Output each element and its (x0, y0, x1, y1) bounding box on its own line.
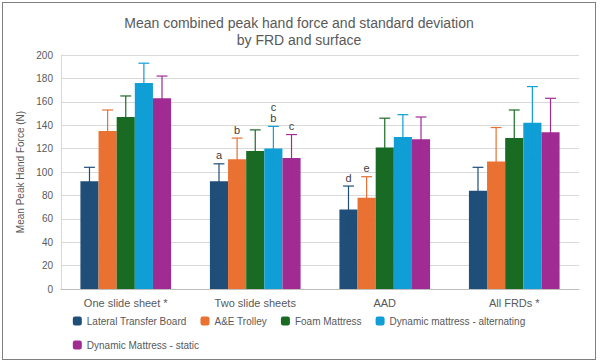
svg-text:Mean Peak Hand Force (N): Mean Peak Hand Force (N) (15, 111, 26, 233)
svg-text:c: c (289, 120, 295, 132)
svg-text:Mean combined peak hand force: Mean combined peak hand force and standa… (124, 15, 473, 31)
svg-text:One slide sheet *: One slide sheet * (84, 297, 168, 309)
svg-text:Two slide sheets: Two slide sheets (215, 297, 297, 309)
svg-text:a: a (216, 149, 223, 161)
svg-text:100: 100 (36, 167, 53, 178)
svg-text:e: e (364, 162, 370, 174)
svg-text:180: 180 (36, 73, 53, 84)
svg-text:by FRD and surface: by FRD and surface (237, 32, 362, 48)
svg-text:b: b (270, 112, 276, 124)
svg-text:AAD: AAD (373, 297, 396, 309)
svg-text:160: 160 (36, 96, 53, 107)
svg-text:40: 40 (42, 237, 54, 248)
svg-text:200: 200 (36, 50, 53, 61)
svg-text:Dynamic mattress - alternating: Dynamic mattress - alternating (390, 316, 526, 327)
svg-text:All FRDs *: All FRDs * (489, 297, 540, 309)
svg-text:c: c (271, 101, 277, 113)
svg-text:Lateral Transfer Board: Lateral Transfer Board (87, 316, 186, 327)
svg-text:d: d (345, 172, 351, 184)
svg-text:Dynamic Mattress - static: Dynamic Mattress - static (87, 340, 199, 351)
svg-text:0: 0 (47, 284, 53, 295)
svg-text:80: 80 (42, 190, 54, 201)
svg-text:b: b (234, 124, 240, 136)
svg-text:Foam Mattress: Foam Mattress (295, 316, 362, 327)
svg-text:20: 20 (42, 260, 54, 271)
svg-text:A&E Trolley: A&E Trolley (214, 316, 266, 327)
svg-text:120: 120 (36, 143, 53, 154)
svg-text:140: 140 (36, 120, 53, 131)
svg-text:60: 60 (42, 213, 54, 224)
